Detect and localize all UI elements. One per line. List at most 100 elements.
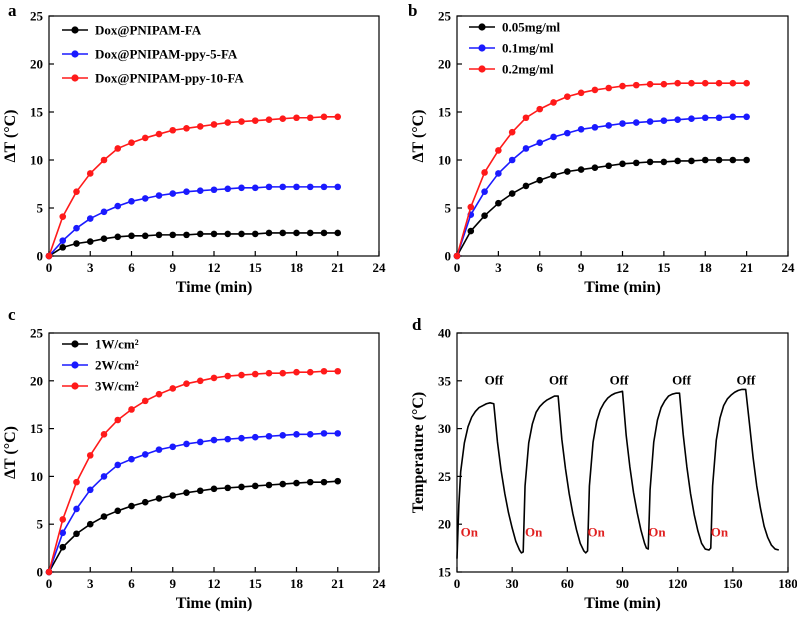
data-point: [155, 130, 163, 138]
x-tick-label: 0: [454, 576, 461, 591]
y-tick-label: 10: [438, 153, 451, 168]
data-point: [660, 117, 668, 124]
data-point: [224, 372, 232, 380]
data-point: [508, 190, 516, 197]
data-point: [306, 114, 314, 122]
data-point: [73, 530, 80, 538]
data-point: [114, 233, 122, 241]
data-point: [306, 431, 314, 438]
data-point: [86, 520, 94, 528]
data-point: [86, 238, 94, 245]
data-point: [495, 147, 502, 154]
annotation-label: On: [525, 525, 543, 540]
annotation-label: Off: [610, 373, 629, 388]
legend: Dox@PNIPAM-FA Dox@PNIPAM-ppy-5-FA Dox@PNIP…: [62, 23, 244, 86]
data-point: [674, 116, 681, 123]
series-line: [456, 82, 747, 257]
data-point: [73, 188, 80, 195]
y-tick-label: 5: [445, 201, 452, 216]
legend-marker: [478, 23, 486, 31]
data-point: [701, 114, 709, 122]
data-point: [591, 124, 599, 131]
data-point: [688, 115, 695, 123]
y-axis-label: ΔT (°C): [2, 109, 19, 162]
data-point: [238, 118, 245, 125]
data-point: [564, 168, 571, 175]
y-tick-label: 20: [438, 517, 451, 532]
x-tick-label: 0: [46, 576, 53, 591]
data-point: [59, 213, 67, 220]
series-line: [48, 432, 338, 573]
data-point: [701, 79, 709, 87]
series-line: [456, 159, 747, 257]
data-point: [334, 367, 342, 375]
data-point: [577, 89, 585, 97]
data-point: [73, 224, 80, 232]
annotation-label: On: [461, 525, 479, 540]
data-point: [59, 516, 67, 523]
data-point: [522, 114, 530, 122]
annotation-label: On: [711, 525, 729, 540]
data-point: [100, 431, 108, 438]
y-tick-label: 40: [438, 326, 451, 341]
panel-letter: d: [412, 315, 422, 334]
legend-marker: [71, 340, 79, 348]
data-point: [306, 229, 314, 237]
data-point: [715, 114, 723, 122]
data-point: [564, 93, 571, 100]
y-tick-label: 20: [30, 373, 43, 388]
legend-marker: [71, 361, 79, 369]
data-point: [306, 368, 314, 376]
y-tick-label: 25: [30, 326, 44, 341]
panel-c: c 0 3 6 9 12 15 18 21 24 0 5 10 15 20 25 Time (min) ΔT (°…: [2, 305, 386, 612]
data-point: [265, 481, 273, 489]
panel-letter: c: [8, 305, 16, 324]
x-tick-label: 120: [668, 576, 688, 591]
data-point: [550, 172, 557, 179]
x-tick-label: 6: [537, 260, 544, 275]
data-point: [196, 438, 204, 446]
data-point: [128, 197, 135, 205]
data-point: [334, 477, 342, 485]
x-tick-label: 12: [208, 260, 221, 275]
data-point: [306, 478, 314, 486]
data-point: [86, 486, 94, 494]
data-point: [279, 115, 287, 123]
data-point: [210, 186, 218, 194]
legend-label: 0.1mg/ml: [502, 41, 554, 56]
data-point: [265, 229, 273, 237]
legend-label: 0.05mg/ml: [502, 20, 561, 35]
data-point: [293, 368, 300, 376]
x-tick-label: 150: [723, 576, 743, 591]
data-point: [251, 370, 259, 378]
data-point: [128, 139, 135, 147]
data-point: [45, 568, 53, 576]
data-point: [279, 480, 287, 488]
y-tick-label: 30: [438, 421, 451, 436]
data-point: [646, 158, 654, 166]
x-tick-label: 18: [290, 260, 304, 275]
y-tick-label: 0: [37, 249, 44, 264]
data-point: [169, 385, 177, 392]
y-tick-label: 15: [30, 421, 44, 436]
data-point: [155, 390, 163, 398]
data-point: [320, 183, 328, 191]
legend-label: 0.2mg/ml: [502, 62, 554, 77]
legend-marker: [71, 382, 79, 390]
x-axis-label: Time (min): [176, 279, 253, 296]
data-point: [196, 123, 204, 130]
data-point: [114, 507, 122, 515]
x-tick-label: 21: [331, 576, 344, 591]
data-point: [128, 455, 135, 463]
y-tick-label: 35: [438, 373, 452, 388]
x-axis-label: Time (min): [176, 595, 253, 612]
x-tick-label: 0: [454, 260, 461, 275]
data-point: [73, 240, 80, 247]
annotation-label: Off: [737, 373, 756, 388]
legend-marker: [71, 26, 79, 34]
legend: 1W/cm² 2W/cm² 3W/cm²: [62, 337, 139, 394]
data-point: [169, 492, 177, 499]
data-point: [210, 230, 218, 238]
data-point: [114, 202, 122, 210]
data-point: [265, 116, 273, 123]
